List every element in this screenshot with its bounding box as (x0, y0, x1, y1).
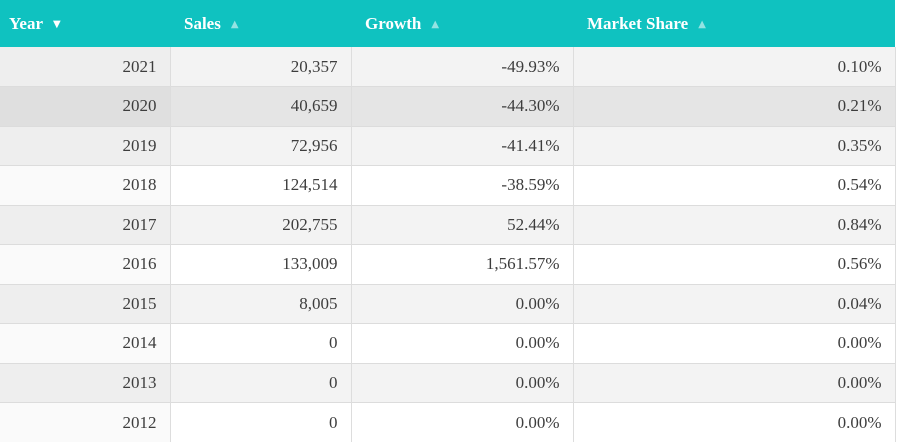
cell-year: 2018 (0, 165, 170, 205)
cell-growth: 0.00% (350, 323, 573, 363)
sort-asc-icon: ▲ (230, 18, 239, 30)
sort-desc-icon: ▼ (52, 18, 61, 30)
cell-year: 2017 (0, 204, 170, 245)
cell-market-share: 0.35% (572, 125, 896, 166)
cell-growth: 0.00% (350, 362, 573, 403)
table-row-2015[interactable]: 2015 8,005 0.00% 0.04% (0, 283, 896, 324)
cell-growth: 1,561.57% (350, 244, 573, 284)
cell-market-share: 0.54% (572, 165, 896, 205)
column-header-year[interactable]: Year ▼ (0, 0, 170, 47)
column-header-sales[interactable]: Sales ▲ (170, 0, 351, 47)
cell-year: 2016 (0, 244, 170, 284)
cell-market-share: 0.00% (572, 362, 896, 403)
cell-market-share: 0.84% (572, 204, 896, 245)
header-row: Year ▼ Sales ▲ Growth ▲ Market Share ▲ (0, 0, 895, 47)
cell-market-share: 0.04% (572, 283, 896, 324)
table-row-2016[interactable]: 2016 133,009 1,561.57% 0.56% (0, 244, 896, 284)
cell-growth: 0.00% (350, 283, 573, 324)
column-label-market-share: Market Share (587, 13, 689, 33)
table-row-2012[interactable]: 2012 0 0.00% 0.00% (0, 402, 896, 442)
table-body: 2021 20,357 -49.93% 0.10% 2020 40,659 -44.30% 0… (0, 47, 896, 442)
column-label-year: Year (9, 13, 43, 33)
cell-growth: -44.30% (350, 86, 573, 126)
sort-asc-icon: ▲ (698, 18, 706, 30)
cell-sales: 202,755 (169, 204, 351, 245)
cell-year: 2012 (0, 402, 170, 442)
cell-year: 2020 (0, 86, 170, 126)
cell-sales: 20,357 (169, 47, 351, 87)
cell-sales: 0 (169, 323, 351, 363)
cell-sales: 133,009 (169, 244, 351, 284)
cell-growth: 52.44% (350, 204, 573, 245)
table-row-2021[interactable]: 2021 20,357 -49.93% 0.10% (0, 47, 896, 87)
cell-year: 2019 (0, 125, 170, 166)
table-row-2019[interactable]: 2019 72,956 -41.41% 0.35% (0, 125, 896, 166)
column-label-sales: Sales (184, 13, 221, 33)
cell-growth: -49.93% (350, 47, 573, 87)
cell-market-share: 0.21% (572, 86, 896, 126)
cell-year: 2013 (0, 362, 170, 403)
column-label-growth: Growth (365, 13, 422, 33)
cell-year: 2021 (0, 47, 170, 87)
table-row-2013[interactable]: 2013 0 0.00% 0.00% (0, 362, 896, 403)
cell-market-share: 0.10% (572, 47, 896, 87)
cell-growth: 0.00% (350, 402, 573, 442)
cell-year: 2015 (0, 283, 170, 324)
cell-sales: 0 (169, 362, 351, 403)
cell-sales: 8,005 (169, 283, 351, 324)
cell-sales: 124,514 (169, 165, 351, 205)
cell-sales: 0 (169, 402, 351, 442)
cell-sales: 40,659 (169, 86, 351, 126)
column-header-market-share[interactable]: Market Share ▲ (573, 0, 895, 47)
cell-market-share: 0.56% (572, 244, 896, 284)
cell-market-share: 0.00% (572, 323, 896, 363)
column-header-growth[interactable]: Growth ▲ (351, 0, 573, 47)
table-row-2017[interactable]: 2017 202,755 52.44% 0.84% (0, 204, 896, 245)
table-row-2018[interactable]: 2018 124,514 -38.59% 0.54% (0, 165, 896, 205)
table-row-2020[interactable]: 2020 40,659 -44.30% 0.21% (0, 86, 896, 126)
cell-growth: -41.41% (350, 125, 573, 166)
cell-growth: -38.59% (350, 165, 573, 205)
table-row-2014[interactable]: 2014 0 0.00% 0.00% (0, 323, 896, 363)
cell-market-share: 0.00% (572, 402, 896, 442)
cell-year: 2014 (0, 323, 170, 363)
sort-asc-icon: ▲ (431, 18, 440, 30)
cell-sales: 72,956 (169, 125, 351, 166)
